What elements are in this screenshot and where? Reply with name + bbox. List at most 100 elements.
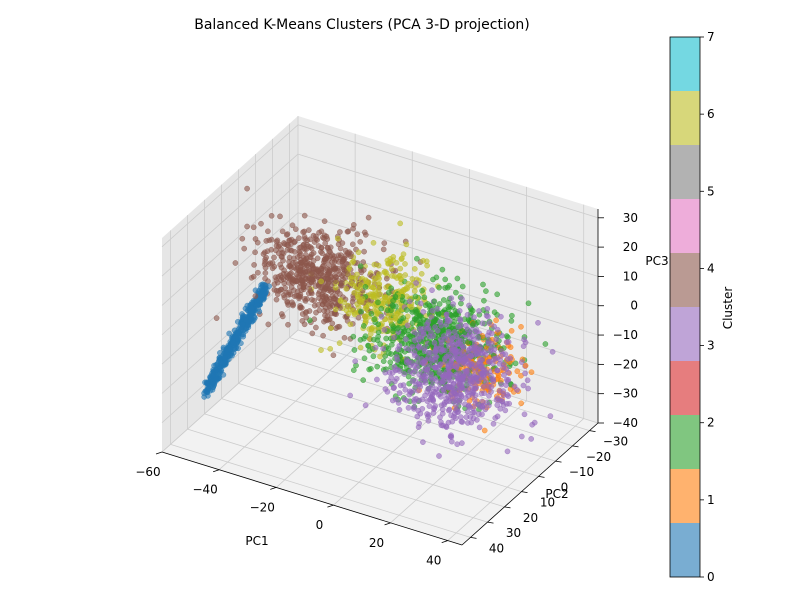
point-cluster-5 xyxy=(303,314,310,321)
point-cluster-8 xyxy=(402,272,409,278)
point-cluster-5 xyxy=(273,296,280,303)
point-cluster-4 xyxy=(382,369,389,376)
point-cluster-4 xyxy=(494,395,501,402)
colorbar-segment xyxy=(670,469,700,523)
point-cluster-4 xyxy=(407,368,413,375)
x-tick-mark xyxy=(384,522,391,526)
point-cluster-4 xyxy=(535,319,541,326)
point-cluster-5 xyxy=(290,302,296,309)
point-cluster-8 xyxy=(347,321,354,328)
point-cluster-0 xyxy=(220,346,227,353)
point-cluster-8 xyxy=(350,258,357,265)
point-cluster-5 xyxy=(271,286,278,293)
point-cluster-0 xyxy=(248,305,255,312)
point-cluster-5 xyxy=(345,228,352,235)
point-cluster-5 xyxy=(318,228,325,235)
point-cluster-5 xyxy=(302,297,309,304)
point-cluster-4 xyxy=(388,374,395,381)
point-cluster-4 xyxy=(415,343,422,350)
colorbar-segment xyxy=(670,199,700,253)
colorbar-segment xyxy=(670,523,700,577)
point-cluster-2 xyxy=(411,316,418,322)
point-cluster-8 xyxy=(402,261,408,267)
point-cluster-5 xyxy=(325,276,331,283)
point-cluster-8 xyxy=(357,344,364,351)
point-cluster-4 xyxy=(450,413,457,420)
point-cluster-4 xyxy=(418,356,425,362)
scatter-points xyxy=(201,185,556,459)
point-cluster-5 xyxy=(357,238,364,245)
y-tick-mark xyxy=(504,506,511,509)
point-cluster-4 xyxy=(445,407,452,414)
point-cluster-2 xyxy=(360,323,367,329)
point-cluster-5 xyxy=(273,247,279,254)
y-axis-label: PC2 xyxy=(545,487,568,501)
point-cluster-5 xyxy=(314,237,320,243)
point-cluster-0 xyxy=(229,334,236,340)
point-cluster-5 xyxy=(301,263,308,269)
colorbar-label: Cluster xyxy=(721,287,735,330)
point-cluster-8 xyxy=(373,292,380,299)
point-cluster-4 xyxy=(525,385,531,392)
point-cluster-2 xyxy=(454,275,461,282)
point-cluster-5 xyxy=(294,254,301,260)
point-cluster-5 xyxy=(316,283,322,289)
point-cluster-4 xyxy=(518,359,525,365)
point-cluster-8 xyxy=(418,270,425,277)
point-cluster-8 xyxy=(332,306,339,313)
point-cluster-8 xyxy=(332,284,339,291)
point-cluster-0 xyxy=(254,302,261,308)
point-cluster-2 xyxy=(422,302,429,309)
point-cluster-4 xyxy=(391,384,397,391)
point-cluster-8 xyxy=(343,285,350,292)
point-cluster-4 xyxy=(470,415,477,422)
z-tick-label: −20 xyxy=(613,357,638,371)
point-cluster-5 xyxy=(269,260,276,266)
point-cluster-4 xyxy=(417,300,424,307)
point-cluster-8 xyxy=(334,235,341,242)
colorbar-segment xyxy=(670,307,700,361)
point-cluster-4 xyxy=(450,301,456,307)
point-cluster-5 xyxy=(262,275,268,282)
point-cluster-4 xyxy=(413,280,419,286)
x-tick-label: 20 xyxy=(369,536,384,550)
point-cluster-5 xyxy=(304,268,310,275)
y-tick-label: 40 xyxy=(489,541,504,555)
point-cluster-5 xyxy=(315,274,321,281)
point-cluster-4 xyxy=(439,406,446,413)
point-cluster-4 xyxy=(464,389,471,396)
point-cluster-8 xyxy=(397,265,404,272)
point-cluster-4 xyxy=(420,439,426,445)
y-tick-label: 10 xyxy=(540,496,555,510)
grid-y-floor xyxy=(238,382,539,477)
point-cluster-5 xyxy=(286,254,293,261)
point-cluster-5 xyxy=(339,259,346,265)
point-cluster-5 xyxy=(322,317,329,323)
point-cluster-5 xyxy=(342,247,349,254)
point-cluster-4 xyxy=(394,357,401,363)
point-cluster-4 xyxy=(505,369,512,376)
point-cluster-8 xyxy=(354,293,361,300)
point-cluster-4 xyxy=(429,287,435,294)
point-cluster-5 xyxy=(297,303,303,309)
point-cluster-2 xyxy=(430,276,436,283)
point-cluster-2 xyxy=(397,318,403,325)
colorbar-tick-label: 5 xyxy=(707,184,715,198)
point-cluster-5 xyxy=(347,253,354,260)
point-cluster-4 xyxy=(409,344,416,350)
pane-floor xyxy=(162,330,598,545)
point-cluster-5 xyxy=(302,309,309,316)
grid-z-back xyxy=(297,183,599,277)
point-cluster-4 xyxy=(458,391,464,398)
point-cluster-4 xyxy=(429,307,436,314)
point-cluster-4 xyxy=(420,372,426,379)
point-cluster-2 xyxy=(508,318,515,324)
point-cluster-5 xyxy=(305,290,312,297)
point-cluster-2 xyxy=(358,308,364,315)
point-cluster-4 xyxy=(500,388,507,394)
point-cluster-1 xyxy=(508,327,515,334)
point-cluster-4 xyxy=(433,377,440,384)
point-cluster-4 xyxy=(362,402,369,409)
point-cluster-5 xyxy=(320,332,326,339)
point-cluster-4 xyxy=(401,396,408,403)
